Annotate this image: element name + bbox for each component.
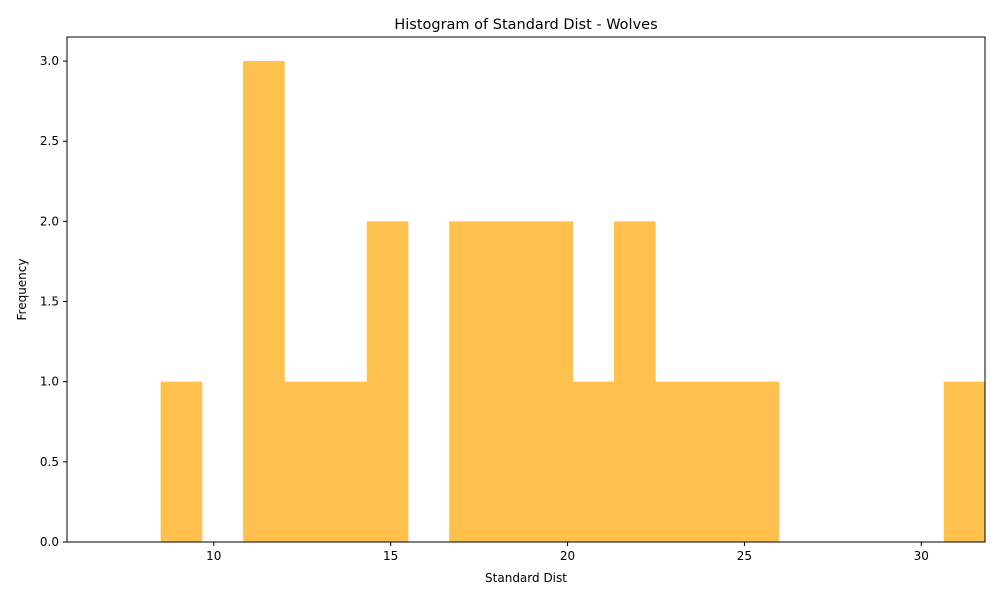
y-tick-label: 1.0 — [40, 375, 59, 389]
histogram-bar — [366, 221, 409, 542]
x-tick-label: 30 — [914, 549, 929, 563]
histogram-bar — [449, 221, 491, 542]
x-axis-label: Standard Dist — [485, 571, 567, 585]
plot-frame — [66, 36, 986, 543]
y-tick-label: 0.5 — [40, 455, 59, 469]
y-axis-ticks: 0.0 0.5 1.0 1.5 2.0 2.5 3.0 — [40, 54, 67, 549]
histogram-bar — [572, 381, 615, 542]
histogram-bar — [325, 381, 368, 542]
histogram-bar — [160, 381, 203, 542]
x-tick-label: 20 — [560, 549, 575, 563]
histogram-bar — [243, 61, 285, 543]
y-tick-label: 2.0 — [40, 214, 59, 228]
y-tick-label: 0.0 — [40, 535, 59, 549]
histogram-bar — [655, 381, 697, 542]
histogram-bar — [737, 381, 780, 542]
y-axis-label: Frequency — [15, 259, 29, 321]
bars-group — [160, 61, 986, 543]
x-tick-label: 10 — [206, 549, 221, 563]
x-tick-label: 25 — [737, 549, 752, 563]
histogram-bar — [614, 221, 656, 542]
x-tick-label: 15 — [383, 549, 398, 563]
y-tick-label: 3.0 — [40, 54, 59, 68]
histogram-bar — [490, 221, 533, 542]
histogram-bar — [531, 221, 574, 542]
y-tick-label: 1.5 — [40, 295, 59, 309]
histogram-bar — [696, 381, 739, 542]
y-tick-label: 2.5 — [40, 134, 59, 148]
x-axis-ticks: 10 15 20 25 30 — [206, 542, 929, 563]
histogram-bar — [284, 381, 326, 542]
histogram-bar — [943, 381, 986, 542]
chart-title: Histogram of Standard Dist - Wolves — [394, 17, 657, 33]
